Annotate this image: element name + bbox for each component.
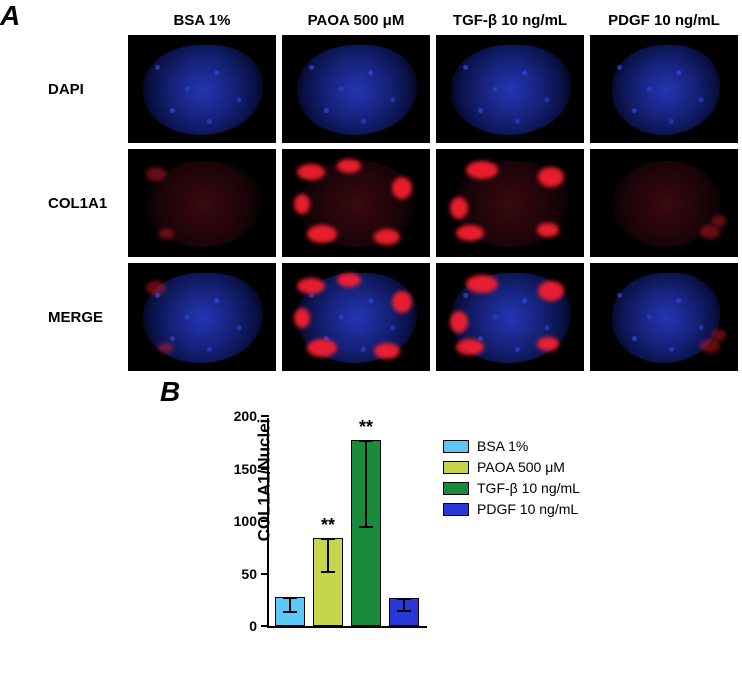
y-tick [261,415,269,417]
dapi-bsa-image [128,35,276,143]
col-header-bsa: BSA 1% [128,12,276,29]
column-headers: BSA 1% PAOA 500 μM TGF-β 10 ng/mL PDGF 1… [128,12,742,29]
merge-pdgf-image [590,263,738,371]
col1a1-pdgf-image [590,149,738,257]
legend-swatch [443,482,469,495]
merge-paoa-image [282,263,430,371]
y-axis-label: COL1A1/Nuclei [254,419,274,542]
y-tick-label: 200 [225,408,257,424]
legend-text: TGF-β 10 ng/mL [477,480,580,496]
panel-a-label: A [0,0,20,32]
legend-swatch [443,440,469,453]
legend-text: PDGF 10 ng/mL [477,501,578,517]
chart-legend: BSA 1% PAOA 500 μM TGF-β 10 ng/mL PDGF 10 n… [443,438,580,522]
legend-text: BSA 1% [477,438,528,454]
col1a1-row: COL1A1 [88,149,742,257]
dapi-tgf-image [436,35,584,143]
chart-plot-area: COL1A1/Nuclei 050100150200 **** [267,418,427,628]
col-header-paoa: PAOA 500 μM [282,12,430,29]
dapi-row: DAPI [88,35,742,143]
significance-marker: ** [321,515,335,536]
y-tick-label: 100 [225,513,257,529]
dapi-paoa-image [282,35,430,143]
bar-chart-container: COL1A1/Nuclei 050100150200 **** BSA 1%PA… [195,404,695,664]
panel-b-label: B [160,376,180,408]
legend-item-3: PDGF 10 ng/mL [443,501,580,517]
microscopy-grid: BSA 1% PAOA 500 μM TGF-β 10 ng/mL PDGF 1… [88,12,742,377]
col-header-tgf: TGF-β 10 ng/mL [436,12,584,29]
y-tick [261,625,269,627]
legend-swatch [443,503,469,516]
significance-marker: ** [359,417,373,438]
col1a1-bsa-image [128,149,276,257]
bar-3 [389,598,419,626]
col-header-pdgf: PDGF 10 ng/mL [590,12,738,29]
col1a1-tgf-image [436,149,584,257]
legend-item-1: PAOA 500 μM [443,459,580,475]
legend-swatch [443,461,469,474]
y-tick [261,468,269,470]
row-label-dapi: DAPI [48,81,128,98]
merge-row: MERGE [88,263,742,371]
row-label-col1a1: COL1A1 [48,195,128,212]
dapi-pdgf-image [590,35,738,143]
y-tick [261,573,269,575]
y-tick-label: 150 [225,461,257,477]
row-label-merge: MERGE [48,309,128,326]
bar-1: ** [313,538,343,626]
legend-item-2: TGF-β 10 ng/mL [443,480,580,496]
y-tick-label: 0 [225,618,257,634]
legend-text: PAOA 500 μM [477,459,565,475]
bar-2: ** [351,440,381,626]
merge-tgf-image [436,263,584,371]
y-tick [261,520,269,522]
merge-bsa-image [128,263,276,371]
legend-item-0: BSA 1% [443,438,580,454]
col1a1-paoa-image [282,149,430,257]
y-tick-label: 50 [225,566,257,582]
bar-0 [275,597,305,626]
